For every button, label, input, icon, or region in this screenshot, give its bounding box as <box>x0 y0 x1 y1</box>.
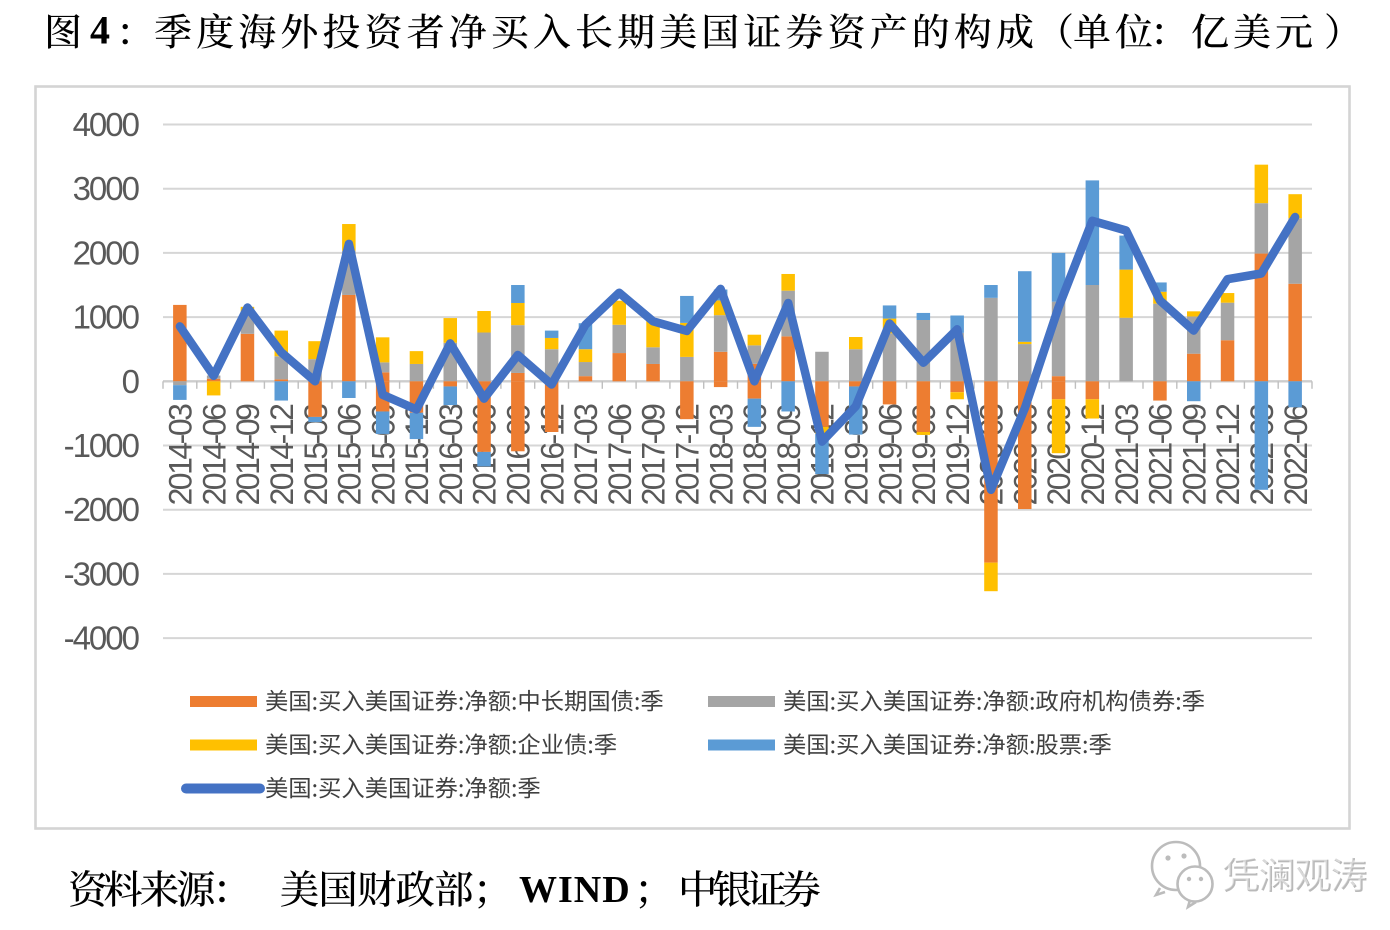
svg-text:2014-03: 2014-03 <box>163 404 199 506</box>
svg-text:2021-09: 2021-09 <box>1176 404 1212 506</box>
svg-text:-4000: -4000 <box>64 620 140 657</box>
svg-text:3000: 3000 <box>73 170 140 207</box>
svg-text:2017-12: 2017-12 <box>670 404 706 506</box>
svg-text:2022-06: 2022-06 <box>1278 404 1314 506</box>
svg-text:2017-03: 2017-03 <box>568 404 604 506</box>
svg-text:2014-06: 2014-06 <box>196 404 232 506</box>
svg-text:2017-09: 2017-09 <box>636 404 672 506</box>
svg-text:2000: 2000 <box>73 234 140 271</box>
svg-text:-2000: -2000 <box>64 491 140 528</box>
svg-text:2018-09: 2018-09 <box>771 404 807 506</box>
svg-text:1000: 1000 <box>73 299 140 336</box>
svg-text:-1000: -1000 <box>64 427 140 464</box>
svg-text:2014-12: 2014-12 <box>264 404 300 506</box>
svg-text:2015-06: 2015-06 <box>332 404 368 506</box>
svg-text:-3000: -3000 <box>64 555 140 592</box>
svg-text:2017-06: 2017-06 <box>602 404 638 506</box>
svg-text:2021-06: 2021-06 <box>1143 404 1179 506</box>
svg-text:2020-12: 2020-12 <box>1075 404 1111 506</box>
svg-text:2019-12: 2019-12 <box>940 404 976 506</box>
svg-text:2021-03: 2021-03 <box>1109 404 1145 506</box>
svg-text:0: 0 <box>122 363 140 400</box>
svg-text:2014-09: 2014-09 <box>230 404 266 506</box>
svg-text:4: 4 <box>90 8 110 53</box>
svg-text:2016-03: 2016-03 <box>433 404 469 506</box>
svg-text:2019-06: 2019-06 <box>872 404 908 506</box>
svg-text:2018-03: 2018-03 <box>703 404 739 506</box>
svg-text:4000: 4000 <box>73 106 140 143</box>
svg-text:WIND: WIND <box>519 869 631 911</box>
svg-text:2021-12: 2021-12 <box>1210 404 1246 506</box>
